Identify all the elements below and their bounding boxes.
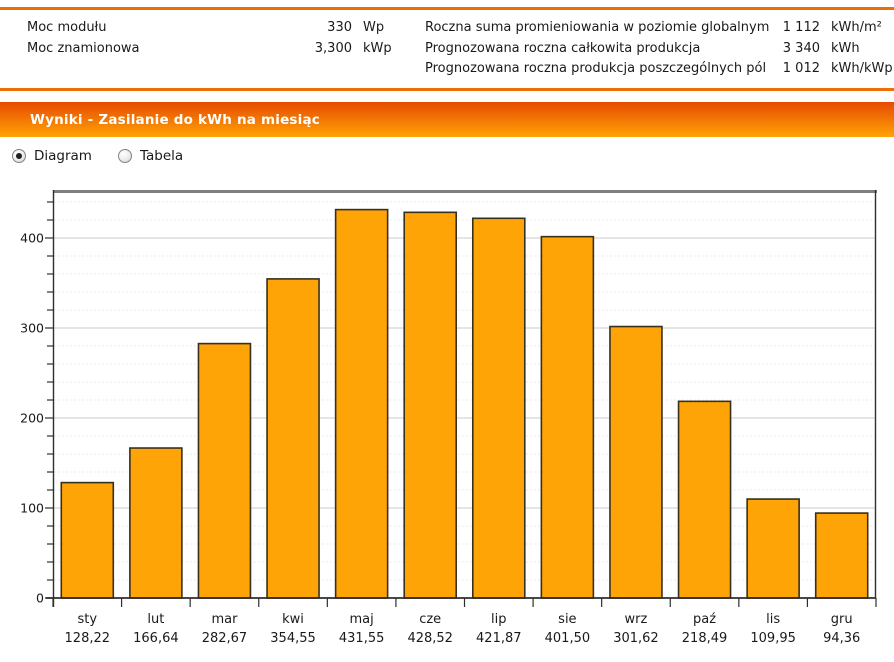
param-unit: kWh/kWp — [831, 61, 893, 76]
param-value: 3,300 — [314, 40, 352, 56]
bar-sie — [540, 235, 595, 599]
bar-gru — [814, 512, 869, 599]
param-unit: kWh — [831, 40, 860, 56]
plot-top-border — [53, 190, 877, 193]
value-label-cze: 428,52 — [407, 631, 453, 646]
x-label-maj: maj — [350, 612, 374, 627]
param-value: 3 340 — [782, 40, 820, 56]
top-divider — [0, 7, 894, 10]
value-label-lis: 109,95 — [750, 631, 796, 646]
x-label-lip: lip — [491, 612, 506, 627]
param-unit: kWp — [363, 40, 392, 56]
y-tick-label: 300 — [20, 321, 44, 336]
parameters-left-column: Moc modułu 330 Wp Moc znamionowa 3,300 k… — [27, 18, 407, 80]
value-label-mar: 282,67 — [202, 631, 248, 646]
middle-divider — [0, 88, 894, 91]
x-label-wrz: wrz — [625, 612, 648, 627]
y-tick-label: 100 — [20, 501, 44, 516]
param-row: Moc znamionowa 3,300 kWp — [27, 39, 407, 60]
radio-diagram-icon[interactable] — [12, 149, 26, 163]
value-label-wrz: 301,62 — [613, 631, 659, 646]
param-value: 330 — [327, 20, 352, 35]
results-section-header: Wyniki - Zasilanie do kWh na miesiąc — [0, 102, 894, 137]
param-value: 1 112 — [782, 20, 820, 35]
param-label: Roczna suma promieniowania w poziomie gl… — [425, 20, 770, 35]
section-title: Wyniki - Zasilanie do kWh na miesiąc — [30, 111, 320, 128]
x-label-mar: mar — [211, 612, 238, 627]
x-label-lut: lut — [147, 612, 164, 627]
param-unit: Wp — [363, 20, 385, 35]
x-label-kwi: kwi — [282, 612, 304, 627]
y-tick-label: 400 — [20, 231, 44, 246]
param-row: Moc modułu 330 Wp — [27, 18, 407, 39]
bar-paź — [677, 400, 732, 599]
value-label-maj: 431,55 — [339, 631, 385, 646]
param-label: Moc modułu — [27, 20, 107, 35]
radio-option-diagram[interactable]: Diagram — [12, 148, 92, 164]
param-label: Moc znamionowa — [27, 40, 140, 56]
value-label-kwi: 354,55 — [270, 631, 316, 646]
value-label-lip: 421,87 — [476, 631, 522, 646]
view-toggle: Diagram Tabela — [12, 148, 183, 164]
bar-lis — [746, 498, 800, 599]
radio-tabela-label: Tabela — [139, 148, 184, 164]
param-unit: kWh/m² — [831, 20, 882, 35]
bar-lip — [471, 217, 526, 599]
bar-wrz — [609, 325, 663, 599]
x-label-cze: cze — [419, 612, 441, 627]
y-tick-label: 0 — [36, 591, 44, 606]
param-row: Prognozowana roczna produkcja poszczegól… — [425, 59, 894, 80]
bar-lut — [129, 447, 183, 599]
parameters-panel: Moc modułu 330 Wp Moc znamionowa 3,300 k… — [27, 18, 894, 80]
param-label: Prognozowana roczna produkcja poszczegól… — [425, 61, 767, 76]
radio-diagram-label: Diagram — [34, 148, 92, 164]
bar-kwi — [266, 278, 320, 599]
value-label-sty: 128,22 — [65, 631, 111, 646]
value-label-lut: 166,64 — [133, 631, 179, 646]
value-label-paź: 218,49 — [682, 631, 728, 646]
param-row: Roczna suma promieniowania w poziomie gl… — [425, 18, 894, 39]
parameters-right-column: Roczna suma promieniowania w poziomie gl… — [425, 18, 894, 80]
bar-sty — [60, 481, 115, 599]
radio-tabela-icon[interactable] — [117, 149, 132, 163]
monthly-production-bar-chart: 0 100 200 300 400 sty 128,22 lut 166,64 mar 282,67… — [20, 190, 877, 646]
bar-cze — [403, 211, 458, 599]
x-label-gru: gru — [831, 612, 853, 627]
param-row: Prognozowana roczna całkowita produkcja … — [425, 39, 894, 60]
x-label-paź: paź — [693, 612, 716, 627]
bar-maj — [334, 208, 389, 599]
x-label-lis: lis — [766, 612, 780, 627]
param-value: 1 012 — [782, 61, 820, 76]
y-tick-label: 200 — [20, 411, 44, 426]
value-label-sie: 401,50 — [545, 631, 591, 646]
param-label: Prognozowana roczna całkowita produkcja — [425, 40, 701, 56]
x-label-sie: sie — [558, 612, 576, 627]
x-label-sty: sty — [78, 612, 98, 627]
bar-mar — [197, 342, 252, 599]
value-label-gru: 94,36 — [823, 631, 860, 646]
radio-option-tabela[interactable]: Tabela — [117, 148, 184, 164]
